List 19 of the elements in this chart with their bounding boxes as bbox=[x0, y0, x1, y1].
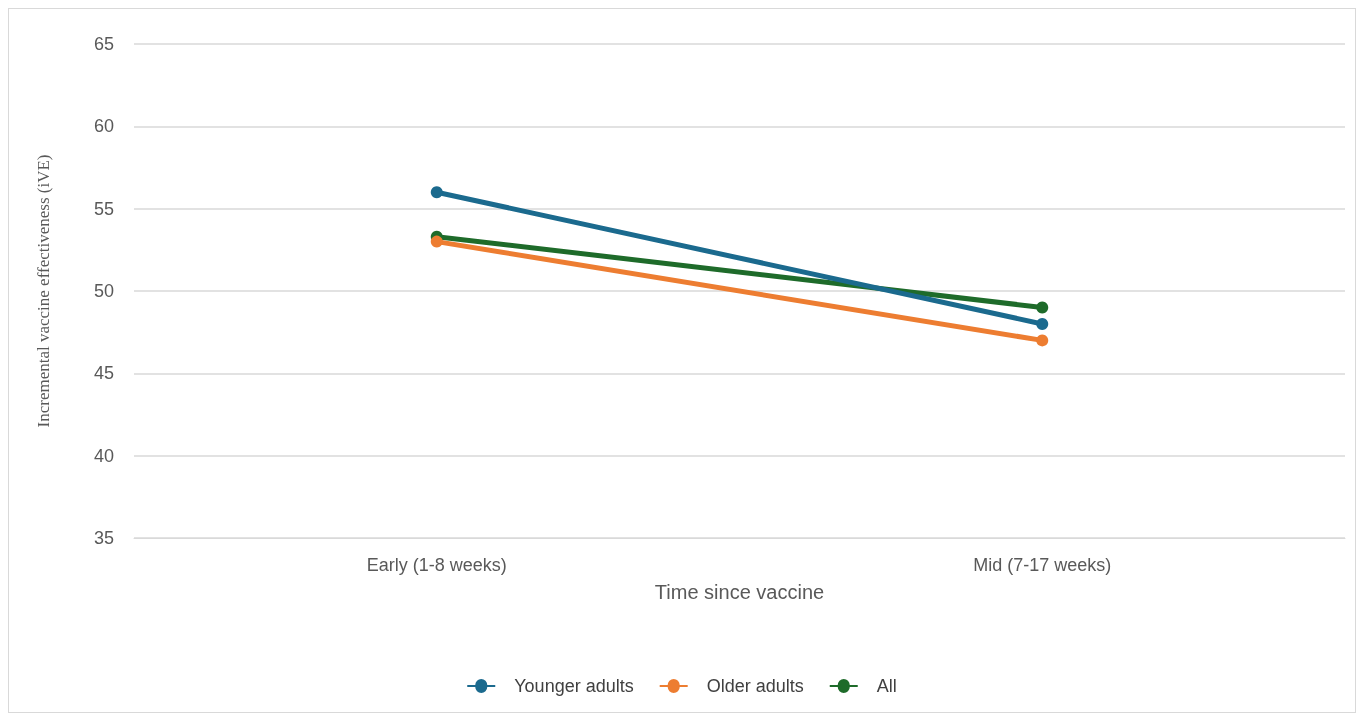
y-tick-label: 60 bbox=[93, 116, 114, 137]
point bbox=[430, 186, 443, 199]
y-tick-label: 65 bbox=[93, 34, 114, 54]
legend-label: Younger adults bbox=[514, 676, 634, 696]
x-tick-label: Early (1-8 weeks) bbox=[366, 555, 507, 575]
point bbox=[430, 235, 443, 248]
y-tick-label: 40 bbox=[93, 445, 114, 466]
y-tick-label: 45 bbox=[93, 363, 114, 384]
legend-label: All bbox=[876, 676, 897, 696]
y-axis-title: Incremental vaccine effectiveness (iVE) bbox=[34, 154, 53, 428]
legend-label: Older adults bbox=[706, 676, 804, 696]
y-tick-label: 55 bbox=[93, 198, 114, 219]
y-tick-label: 50 bbox=[93, 281, 114, 301]
point bbox=[1036, 334, 1049, 347]
point bbox=[1036, 317, 1049, 330]
point bbox=[1036, 301, 1049, 314]
y-tick-label: 35 bbox=[93, 528, 114, 548]
x-axis-title: Time since vaccine bbox=[654, 581, 825, 603]
x-tick-label: Mid (7-17 weeks) bbox=[973, 555, 1112, 575]
